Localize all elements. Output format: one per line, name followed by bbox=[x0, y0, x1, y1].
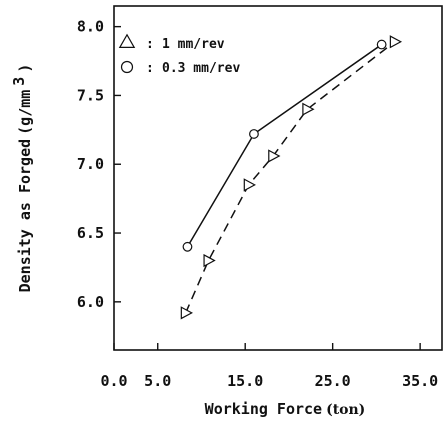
x-axis-label: Working Force bbox=[205, 400, 322, 418]
series-1-mm-rev-point bbox=[243, 178, 256, 192]
y-axis-title: Density as Forged (g/mm 3 ) bbox=[10, 64, 34, 293]
series-0-3-mm-rev-point bbox=[249, 129, 259, 139]
legend-separator: : bbox=[146, 37, 154, 52]
y-tick-label: 7.5 bbox=[77, 86, 104, 104]
series-1-mm-rev-line bbox=[185, 41, 396, 314]
x-axis-unit: (ton) bbox=[326, 402, 365, 418]
y-tick-label: 6.5 bbox=[77, 224, 104, 242]
x-tick-label: 5.0 bbox=[144, 372, 171, 390]
x-tick-label: 0.0 bbox=[100, 372, 127, 390]
legend-marker-triangle bbox=[118, 33, 136, 49]
y-axis-unit-close: ) bbox=[16, 64, 34, 73]
legend: :1 mm/rev: 0.3 mm/rev bbox=[118, 33, 240, 76]
x-tick-label: 35.0 bbox=[402, 372, 438, 390]
y-axis-unit: (g/mm bbox=[16, 90, 34, 135]
y-tick-label: 7.0 bbox=[77, 155, 104, 173]
x-tick-label: 25.0 bbox=[315, 372, 351, 390]
series-1-mm-rev-point bbox=[268, 149, 281, 163]
series-0-3-mm-rev-point bbox=[182, 241, 193, 252]
legend-entry-label: 0.3 mm/rev bbox=[162, 61, 240, 76]
y-axis-label: Density as Forged bbox=[16, 139, 34, 293]
series-1-mm-rev-point bbox=[302, 102, 315, 116]
x-axis-ticks: 0.0 5.0 15.0 25.0 35.0 bbox=[100, 343, 438, 390]
y-axis-unit-exponent: 3 bbox=[10, 77, 28, 86]
legend-entry-label: 1 mm/rev bbox=[162, 37, 225, 52]
y-tick-label: 8.0 bbox=[77, 18, 104, 36]
series-1-mm-rev-point bbox=[203, 253, 216, 268]
x-tick-label: 15.0 bbox=[227, 372, 263, 390]
series-1-mm-rev-point bbox=[180, 306, 193, 320]
legend-separator: : bbox=[146, 61, 154, 76]
y-tick-label: 6.0 bbox=[77, 293, 104, 311]
plot-frame bbox=[113, 5, 443, 351]
x-axis-title: Working Force (ton) bbox=[205, 400, 366, 418]
series-1-mm-rev-point bbox=[389, 35, 403, 49]
series-0-3-mm-rev-point bbox=[376, 39, 387, 50]
legend-marker-circle bbox=[120, 60, 134, 74]
y-axis-ticks: 6.0 6.5 7.0 7.5 8.0 bbox=[77, 18, 121, 311]
series-layer bbox=[180, 35, 403, 320]
